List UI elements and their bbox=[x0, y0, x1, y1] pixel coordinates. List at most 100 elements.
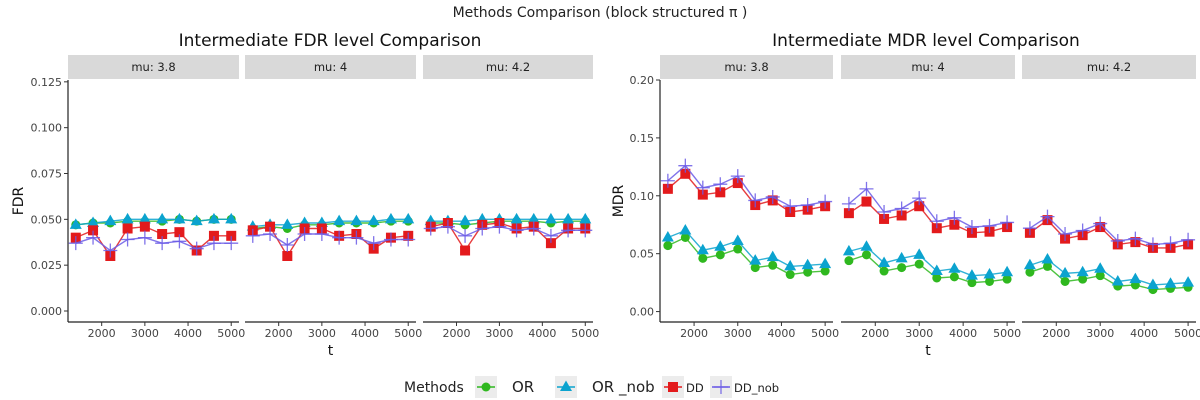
y-tick-label: 0.05 bbox=[630, 248, 655, 261]
data-point-or_nob bbox=[661, 230, 674, 242]
legend-label: OR bbox=[512, 378, 534, 396]
data-point-or_nob bbox=[367, 214, 380, 226]
data-point-or_nob bbox=[1059, 266, 1072, 278]
facet-strip bbox=[68, 55, 239, 79]
data-point-or_nob bbox=[190, 214, 203, 226]
data-point-dd bbox=[174, 227, 185, 238]
series-line-or bbox=[1029, 265, 1189, 291]
data-point-dd_nob bbox=[189, 241, 204, 256]
data-point-or_nob bbox=[562, 212, 575, 224]
x-tick-label: 4000 bbox=[767, 327, 795, 340]
data-point-or_nob bbox=[544, 212, 557, 224]
data-point-or bbox=[1025, 267, 1035, 277]
data-point-or bbox=[1060, 276, 1070, 286]
data-point-dd_nob bbox=[765, 189, 780, 204]
data-point-dd bbox=[157, 229, 168, 239]
data-point-or_nob bbox=[173, 212, 186, 224]
data-point-or_nob bbox=[948, 262, 961, 273]
data-point-or bbox=[663, 241, 673, 251]
x-tick-label: 3000 bbox=[724, 327, 752, 340]
data-point-dd_nob bbox=[172, 234, 187, 249]
data-point-dd_nob bbox=[349, 230, 364, 245]
data-point-dd_nob bbox=[332, 230, 347, 245]
data-point-dd bbox=[226, 230, 237, 241]
facet-panel: mu: 3.8 2000 3000 4000 5000 bbox=[68, 55, 245, 340]
data-point-dd_nob bbox=[475, 221, 490, 236]
data-point-dd_nob bbox=[224, 236, 239, 251]
data-point-dd_nob bbox=[1110, 233, 1125, 248]
data-point-or_nob bbox=[731, 234, 744, 245]
data-point-or_nob bbox=[384, 212, 397, 224]
data-point-dd_nob bbox=[800, 198, 815, 213]
y-tick-label: 0.125 bbox=[31, 76, 63, 89]
data-point-or bbox=[967, 278, 977, 288]
data-point-or_nob bbox=[895, 251, 908, 263]
data-point-or_nob bbox=[579, 212, 592, 224]
y-axis-label: MDR bbox=[611, 184, 627, 217]
data-point-or_nob bbox=[913, 248, 926, 259]
series-line-or_nob bbox=[75, 218, 232, 226]
data-point-dd_nob bbox=[297, 227, 312, 241]
data-point-dd bbox=[861, 196, 872, 207]
series-line-dd bbox=[430, 222, 586, 252]
data-point-or_nob bbox=[459, 214, 472, 226]
data-point-or_nob bbox=[350, 214, 363, 226]
data-point-dd_nob bbox=[1058, 227, 1073, 241]
data-point-dd_nob bbox=[509, 223, 524, 238]
data-point-dd bbox=[265, 221, 276, 232]
series-line-dd bbox=[75, 225, 232, 258]
legend-label: DD_nob bbox=[734, 381, 779, 395]
data-point-dd_nob bbox=[120, 232, 135, 247]
data-point-or bbox=[1042, 261, 1052, 271]
data-point-or_nob bbox=[679, 224, 692, 235]
x-tick-label: 5000 bbox=[394, 327, 422, 340]
data-point-or bbox=[733, 244, 743, 254]
data-point-dd_nob bbox=[526, 221, 541, 236]
data-point-or_nob bbox=[207, 212, 220, 224]
data-point-dd_nob bbox=[964, 220, 979, 235]
data-point-or bbox=[803, 267, 813, 277]
series-line-dd_nob bbox=[1029, 215, 1189, 246]
x-tick-label: 5000 bbox=[571, 327, 599, 340]
data-point-or bbox=[785, 270, 795, 280]
facet-strip-label: mu: 3.8 bbox=[131, 60, 175, 74]
data-point-dd_nob bbox=[748, 193, 763, 208]
series-line-or_nob bbox=[848, 245, 1008, 277]
data-point-dd_nob bbox=[912, 191, 927, 206]
data-point-dd_nob bbox=[314, 227, 329, 241]
data-point-or bbox=[914, 259, 924, 269]
data-point-or_nob bbox=[842, 244, 855, 256]
data-point-or_nob bbox=[1164, 277, 1177, 288]
data-point-or bbox=[1078, 274, 1088, 284]
facet-panel: mu: 4 2000 3000 4000 5000 bbox=[245, 55, 422, 340]
data-point-or_nob bbox=[801, 258, 814, 270]
x-tick-label: 3000 bbox=[131, 327, 159, 340]
fdr-chart: Intermediate FDR level Comparison 0.000 0.… bbox=[11, 31, 599, 359]
data-point-dd_nob bbox=[1093, 216, 1108, 231]
data-point-or_nob bbox=[1182, 276, 1195, 287]
data-point-or_nob bbox=[714, 240, 727, 251]
facet-strip-label: mu: 4 bbox=[911, 60, 944, 74]
data-point-dd_nob bbox=[1040, 209, 1055, 224]
data-point-or bbox=[1095, 271, 1105, 281]
x-tick-label: 2000 bbox=[442, 327, 470, 340]
data-point-dd_nob bbox=[982, 218, 997, 233]
data-point-or_nob bbox=[1094, 262, 1107, 273]
series-line-or_nob bbox=[667, 229, 826, 268]
data-point-or_nob bbox=[1129, 272, 1142, 284]
legend-label: OR _nob bbox=[592, 378, 655, 397]
facet-panel: mu: 4 2000 3000 4000 5000 bbox=[841, 55, 1021, 340]
data-point-or_nob bbox=[766, 250, 779, 262]
x-tick-label: 3000 bbox=[905, 327, 933, 340]
y-tick-label: 0.075 bbox=[31, 168, 63, 181]
data-point-or_nob bbox=[749, 254, 762, 265]
x-tick-label: 4000 bbox=[1130, 327, 1158, 340]
data-point-dd_nob bbox=[263, 227, 278, 241]
y-tick-label: 0.10 bbox=[630, 190, 655, 203]
series-line-or_nob bbox=[252, 218, 409, 228]
x-tick-label: 4000 bbox=[174, 327, 202, 340]
data-point-dd_nob bbox=[1000, 215, 1015, 230]
data-point-or bbox=[985, 276, 995, 286]
data-point-dd bbox=[914, 201, 925, 212]
